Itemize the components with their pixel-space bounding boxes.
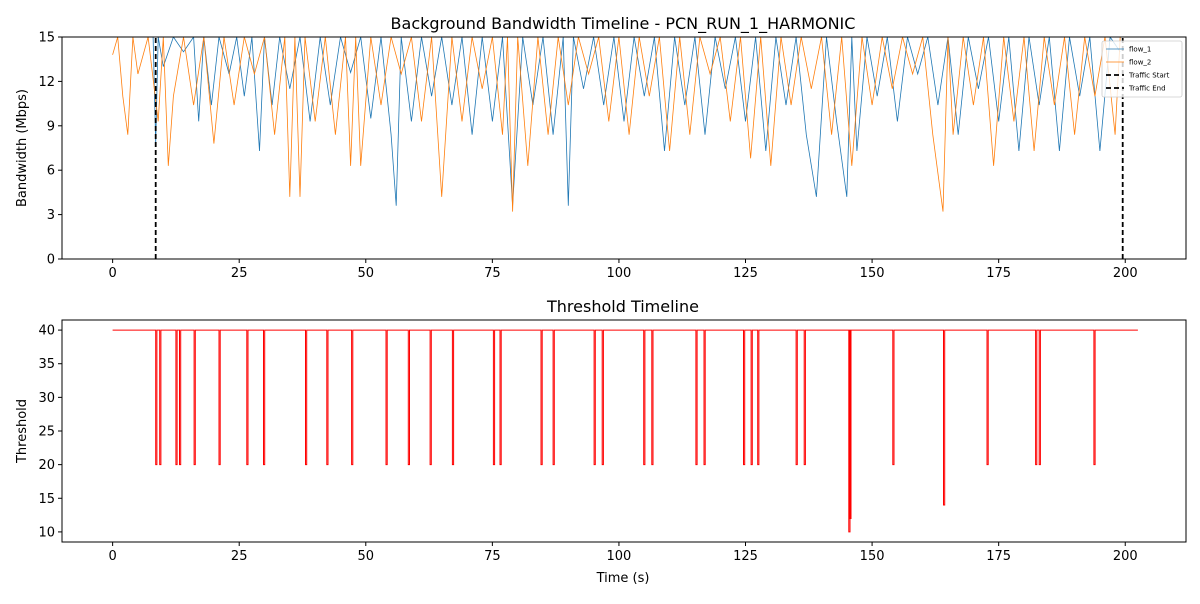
plot-frame — [61, 36, 1187, 260]
y-tick-label: 20 — [38, 458, 55, 473]
y-tick-label: 0 — [47, 253, 55, 268]
y-tick-label: 15 — [38, 492, 55, 507]
y-tick-label: 6 — [47, 164, 55, 179]
x-tick-label: 100 — [607, 549, 632, 564]
x-tick-label: 150 — [860, 266, 885, 281]
x-tick-label: 175 — [986, 266, 1011, 281]
threshold-plot-area: 0 25 50 75 100 125 150 175 200 10 15 20 25 30 35 40 — [38, 319, 1187, 564]
bandwidth-chart-title: Background Bandwidth Timeline - PCN_RUN_… — [391, 14, 856, 34]
legend-entry: Traffic Start — [1128, 72, 1170, 80]
legend-entry: flow_2 — [1129, 59, 1151, 67]
threshold-chart: Threshold Timeline Threshold Time (s) 0 2… — [15, 297, 1187, 586]
threshold-y-axis-label: Threshold — [15, 399, 30, 464]
threshold-chart-title: Threshold Timeline — [546, 297, 699, 316]
x-tick-label: 200 — [1113, 549, 1138, 564]
series-group — [112, 37, 1124, 259]
x-tick-label: 125 — [733, 266, 758, 281]
x-tick-label: 175 — [986, 549, 1011, 564]
y-tick-label: 35 — [38, 357, 55, 372]
threshold-x-axis-label: Time (s) — [596, 571, 650, 586]
y-tick-label: 3 — [47, 208, 55, 223]
bandwidth-plot-area: 0 25 50 75 100 125 150 175 20003691215flow_1flow… — [38, 31, 1187, 281]
x-tick-label: 25 — [231, 266, 248, 281]
x-tick-label: 50 — [358, 266, 375, 281]
legend-entry: flow_1 — [1129, 46, 1151, 54]
series-line-flow-2 — [112, 37, 1121, 212]
series-group — [112, 329, 1138, 533]
y-tick-label: 10 — [38, 525, 55, 540]
y-tick-label: 40 — [38, 324, 55, 339]
x-tick-label: 50 — [358, 549, 375, 564]
legend: flow_1 flow_2 Traffic Start Traffic End — [1101, 40, 1183, 98]
x-tick-label: 75 — [484, 266, 501, 281]
y-tick-label: 12 — [38, 75, 55, 90]
x-tick-label: 25 — [231, 549, 248, 564]
y-tick-label: 25 — [38, 425, 55, 440]
x-tick-label: 100 — [607, 266, 632, 281]
x-tick-label: 0 — [108, 549, 116, 564]
plot-frame — [61, 319, 1187, 543]
y-tick-label: 9 — [47, 119, 55, 134]
x-tick-label: 75 — [484, 549, 501, 564]
threshold-line — [112, 329, 1138, 533]
y-tick-label: 30 — [38, 391, 55, 406]
legend-entry: Traffic End — [1128, 85, 1166, 93]
legend-box — [1101, 40, 1183, 98]
x-tick-label: 0 — [108, 266, 116, 281]
bandwidth-chart: Background Bandwidth Timeline - PCN_RUN_… — [15, 14, 1187, 281]
x-tick-label: 150 — [860, 549, 885, 564]
y-tick-label: 15 — [38, 31, 55, 46]
x-tick-label: 125 — [733, 549, 758, 564]
series-line-flow-1 — [152, 37, 1121, 206]
x-tick-label: 200 — [1113, 266, 1138, 281]
bandwidth-y-axis-label: Bandwidth (Mbps) — [15, 89, 30, 207]
